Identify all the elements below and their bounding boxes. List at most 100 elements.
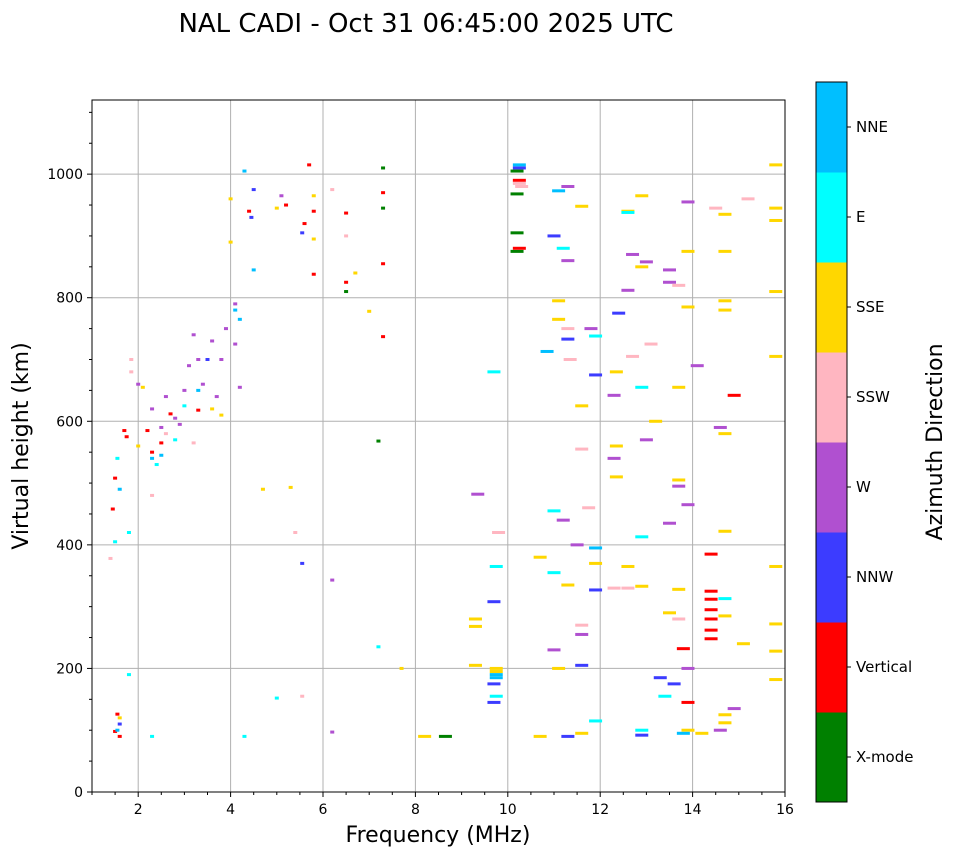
- data-point: [512, 181, 526, 185]
- data-point: [695, 731, 709, 735]
- data-point: [471, 492, 485, 496]
- data-point: [540, 349, 554, 353]
- data-point: [163, 432, 168, 436]
- data-point: [510, 249, 524, 253]
- data-point: [489, 694, 503, 698]
- data-point: [376, 439, 381, 443]
- colorbar-swatch: [816, 712, 847, 803]
- data-point: [136, 444, 141, 448]
- data-point: [672, 283, 686, 287]
- data-point: [769, 290, 783, 294]
- data-point: [713, 728, 727, 732]
- data-point: [200, 382, 205, 386]
- data-point: [487, 682, 501, 686]
- data-point: [228, 240, 233, 244]
- colorbar-category-label: X-mode: [856, 748, 913, 766]
- data-point: [718, 713, 732, 717]
- data-point: [635, 728, 649, 732]
- data-point: [381, 335, 386, 339]
- data-point: [561, 734, 575, 738]
- data-point: [653, 676, 667, 680]
- data-point: [626, 252, 640, 256]
- grid-lines: [92, 100, 785, 792]
- data-point: [672, 617, 686, 621]
- data-point: [126, 531, 131, 534]
- data-point: [311, 272, 316, 276]
- data-point: [533, 734, 547, 738]
- data-point: [589, 546, 603, 550]
- data-point: [621, 586, 635, 590]
- data-point: [150, 407, 155, 411]
- data-point: [344, 280, 349, 284]
- data-point: [635, 584, 649, 588]
- data-point: [676, 647, 690, 651]
- data-layer: [108, 163, 783, 738]
- data-point: [690, 364, 704, 368]
- data-point: [468, 624, 482, 628]
- data-point: [210, 339, 215, 343]
- data-point: [113, 476, 118, 480]
- data-point: [681, 305, 695, 309]
- data-point: [145, 429, 150, 433]
- data-point: [556, 246, 570, 250]
- data-point: [376, 645, 381, 649]
- data-point: [563, 358, 577, 361]
- y-tick-label: 1000: [47, 167, 83, 183]
- data-point: [330, 578, 335, 582]
- data-point: [607, 586, 621, 590]
- data-point: [140, 385, 145, 389]
- data-point: [639, 438, 653, 442]
- data-point: [124, 435, 129, 439]
- data-point: [681, 503, 695, 507]
- data-point: [187, 364, 192, 368]
- data-point: [115, 728, 120, 732]
- y-tick-label: 400: [56, 538, 83, 554]
- y-axis-label: Virtual height (km): [9, 342, 34, 549]
- data-point: [704, 637, 718, 641]
- data-point: [552, 189, 566, 193]
- data-point: [311, 194, 316, 198]
- data-point: [741, 197, 755, 201]
- colorbar-swatch: [816, 442, 847, 533]
- data-point: [191, 441, 196, 445]
- data-point: [727, 393, 741, 397]
- data-point: [219, 413, 224, 417]
- data-point: [561, 259, 575, 263]
- data-point: [168, 412, 173, 416]
- data-point: [307, 163, 312, 167]
- colorbar-swatch: [816, 532, 847, 623]
- data-point: [672, 478, 686, 482]
- data-point: [489, 673, 503, 677]
- data-point: [718, 529, 732, 533]
- data-point: [247, 209, 252, 213]
- data-point: [117, 716, 122, 720]
- data-point: [635, 535, 649, 539]
- data-point: [635, 385, 649, 389]
- data-point: [769, 622, 783, 626]
- colorbar-category-label: SSE: [856, 298, 885, 316]
- y-tick-label: 800: [56, 291, 83, 307]
- data-point: [639, 260, 653, 264]
- x-tick-label: 8: [411, 802, 420, 818]
- data-point: [302, 222, 307, 226]
- colorbar-swatch: [816, 172, 847, 263]
- data-point: [626, 354, 640, 358]
- colorbar-category-label: W: [856, 478, 871, 496]
- data-point: [468, 617, 482, 621]
- data-point: [635, 265, 649, 269]
- data-point: [330, 730, 335, 734]
- data-point: [489, 564, 503, 568]
- data-point: [512, 178, 526, 182]
- data-point: [274, 696, 279, 700]
- data-point: [381, 206, 386, 210]
- data-point: [663, 611, 676, 615]
- series-nnw: [117, 166, 681, 738]
- data-point: [704, 617, 718, 621]
- data-point: [607, 456, 621, 460]
- data-point: [196, 388, 201, 392]
- data-point: [709, 206, 723, 210]
- data-point: [570, 543, 584, 547]
- data-point: [769, 649, 783, 653]
- data-point: [228, 197, 233, 201]
- data-point: [769, 564, 783, 568]
